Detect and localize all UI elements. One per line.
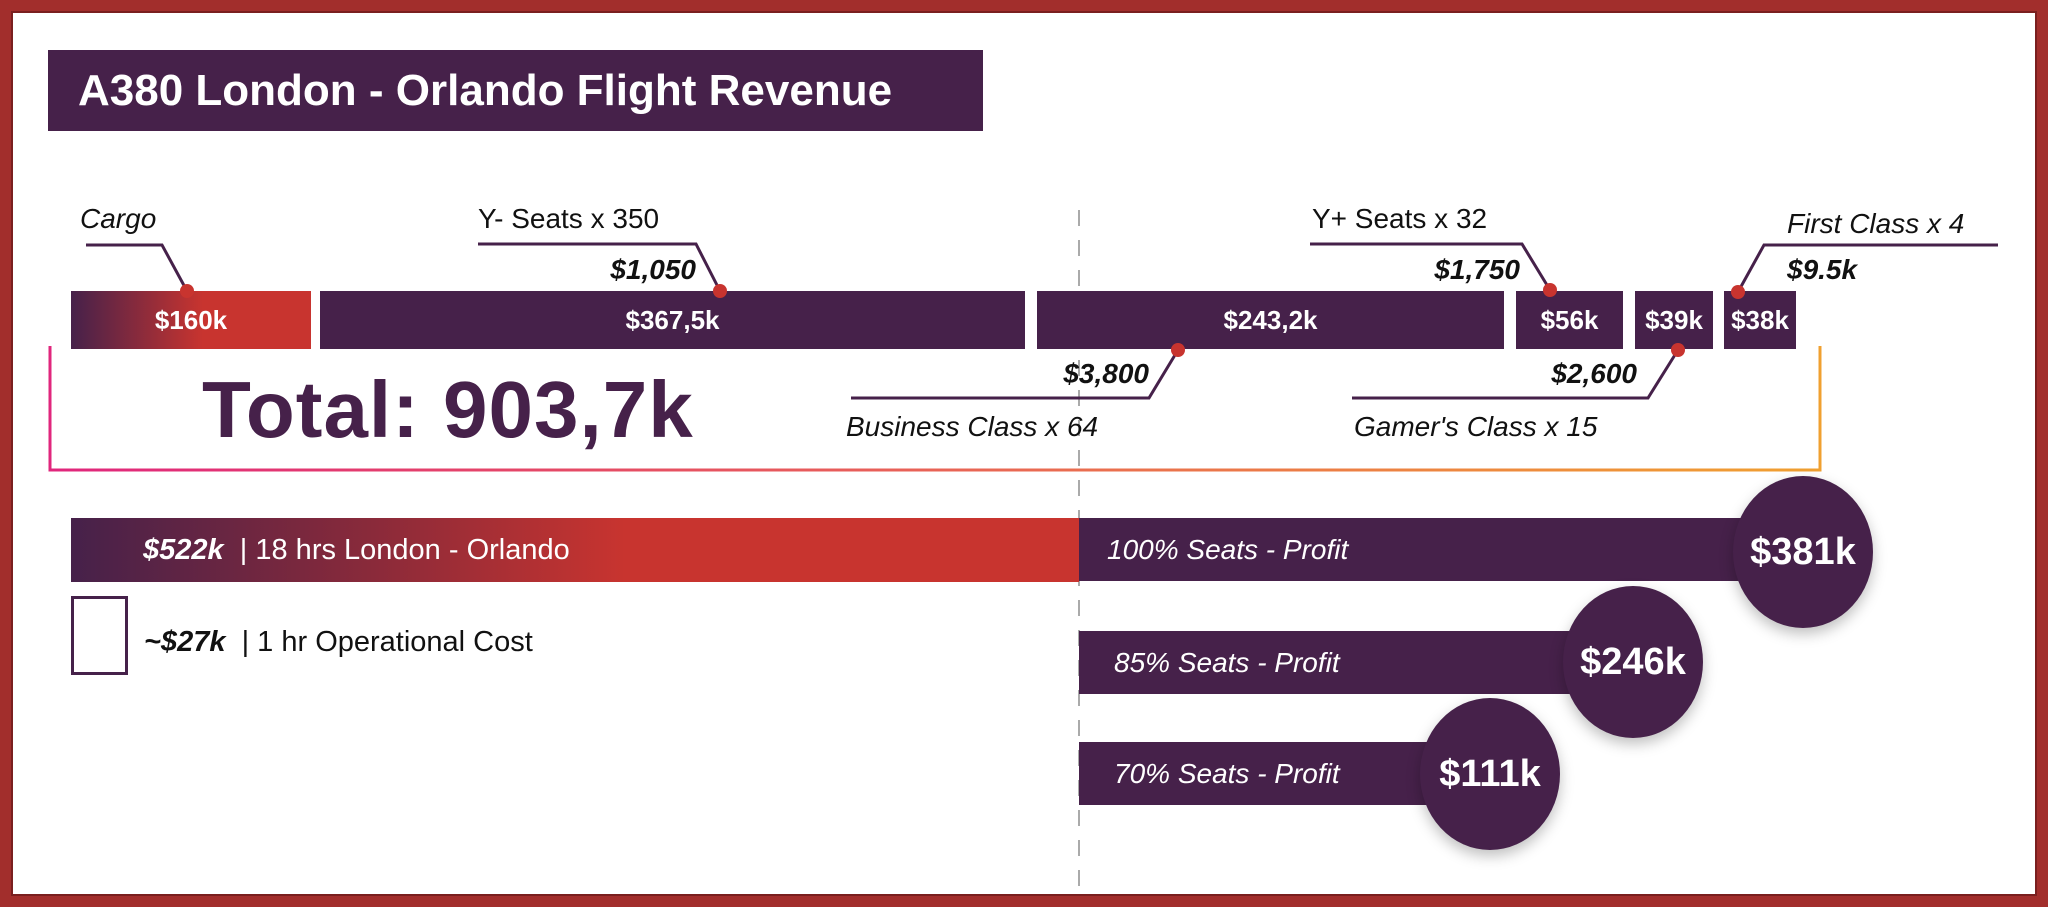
dot-y-minus: [713, 284, 727, 298]
price-gamer: $2,600: [1551, 358, 1637, 389]
leader-y-plus: [1310, 242, 1552, 291]
leader-business: [851, 349, 1180, 400]
leader-first: [1736, 243, 1998, 293]
dot-cargo: [180, 284, 194, 298]
label-business: Business Class x 64: [846, 411, 1099, 442]
profit-circle-70: $111k: [1420, 698, 1560, 850]
bar-y-plus-value: $56k: [1540, 304, 1599, 335]
bar-business-value: $243,2k: [1223, 304, 1318, 335]
profit-label-100: 100% Seats - Profit: [1107, 533, 1349, 565]
total-bracket: [48, 346, 1822, 472]
profit-bar-85: 85% Seats - Profit: [1079, 631, 1639, 694]
bar-gamer: $39k: [1635, 291, 1713, 349]
bar-y-minus-value: $367,5k: [625, 304, 720, 335]
bar-gamer-value: $39k: [1645, 304, 1703, 335]
price-first: $9.5k: [1787, 254, 1858, 285]
infographic-frame: [11, 11, 2037, 896]
price-y-minus: $1,050: [610, 254, 696, 285]
profit-circle-85: $246k: [1563, 586, 1703, 738]
dot-y-plus: [1543, 283, 1557, 297]
flight-cost-desc: | 18 hrs London - Orlando: [239, 533, 570, 566]
leader-gamer: [1352, 349, 1680, 400]
flight-cost-bar: $522k | 18 hrs London - Orlando: [71, 518, 1079, 582]
dot-business: [1171, 343, 1185, 357]
profit-circle-100: $381k: [1733, 476, 1873, 628]
label-gamer: Gamer's Class x 15: [1354, 411, 1598, 442]
page-title: A380 London - Orlando Flight Revenue: [48, 50, 983, 131]
profit-value-100: $381k: [1750, 530, 1856, 573]
leader-cargo: [86, 243, 189, 292]
hourly-cost-desc: | 1 hr Operational Cost: [241, 626, 533, 658]
label-first: First Class x 4: [1787, 208, 1965, 239]
bar-business: $243,2k: [1037, 291, 1504, 349]
leader-y-minus: [478, 242, 722, 292]
bar-y-plus: $56k: [1516, 291, 1623, 349]
profit-bar-100: 100% Seats - Profit: [1079, 518, 1814, 581]
bar-cargo: $160k: [71, 291, 311, 349]
price-business: $3,800: [1063, 358, 1149, 389]
bar-y-minus: $367,5k: [320, 291, 1025, 349]
dot-gamer: [1671, 343, 1685, 357]
hourly-cost-amount: ~$27k: [144, 626, 226, 658]
bar-first: $38k: [1724, 291, 1796, 349]
dot-first: [1731, 285, 1745, 299]
label-y-minus: Y- Seats x 350: [478, 203, 660, 234]
bar-cargo-value: $160k: [154, 304, 228, 335]
flight-cost-amount: $522k: [143, 533, 224, 566]
profit-value-70: $111k: [1439, 752, 1541, 795]
hourly-cost: ~$27k | 1 hr Operational Cost: [144, 628, 533, 657]
total-revenue: Total: 903,7k: [202, 365, 694, 454]
label-y-plus: Y+ Seats x 32: [1312, 203, 1488, 234]
profit-value-85: $246k: [1580, 640, 1686, 683]
profit-label-70: 70% Seats - Profit: [1114, 757, 1340, 789]
price-y-plus: $1,750: [1434, 254, 1520, 285]
hourly-cost-swatch: [71, 596, 128, 675]
bar-first-value: $38k: [1731, 304, 1789, 335]
profit-label-85: 85% Seats - Profit: [1114, 646, 1340, 678]
label-cargo: Cargo: [80, 203, 157, 234]
